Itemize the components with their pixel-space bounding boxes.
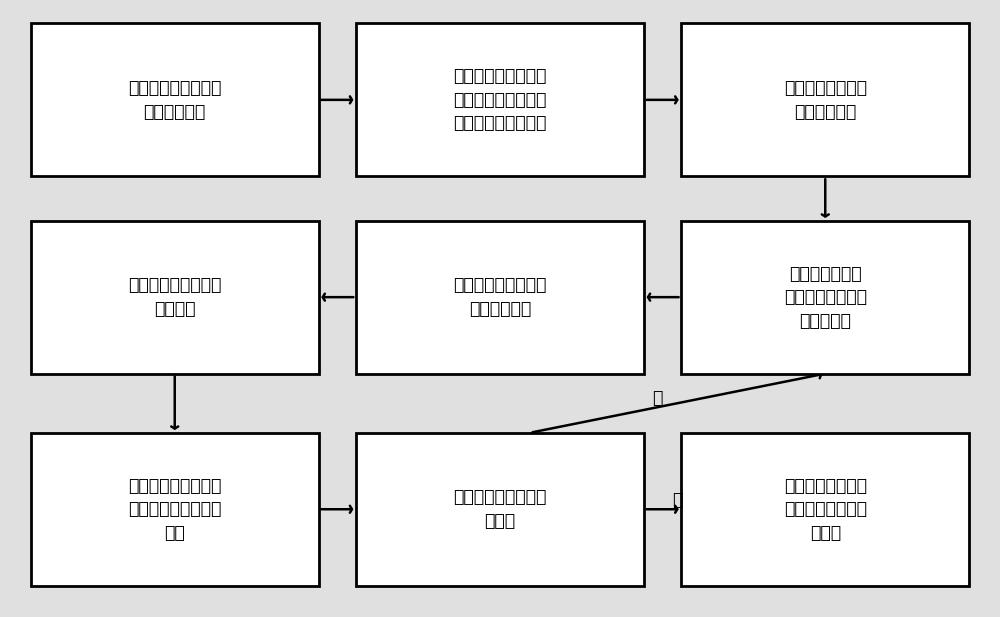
Text: 向放电区域另一端移
动探测光源到下一探
测点: 向放电区域另一端移 动探测光源到下一探 测点	[128, 477, 221, 542]
Text: 调整探测光源到放
电区域的一端: 调整探测光源到放 电区域的一端	[784, 79, 867, 121]
Text: 调整探测光源与二象
限探测器位置: 调整探测光源与二象 限探测器位置	[128, 79, 221, 121]
Bar	[681, 433, 969, 586]
Bar	[31, 433, 319, 586]
Text: 对准二象限探测
器，使得两个光敏
面读数相同: 对准二象限探测 器，使得两个光敏 面读数相同	[784, 265, 867, 329]
Bar	[356, 433, 644, 586]
Bar	[356, 221, 644, 374]
Text: 由电子密度梯度曲
线积分得到电子密
度分布: 由电子密度梯度曲 线积分得到电子密 度分布	[784, 477, 867, 542]
Text: 测量并拟合偏移位置
与两个光敏面读数比
的曲线作为测量基准: 测量并拟合偏移位置 与两个光敏面读数比 的曲线作为测量基准	[453, 67, 547, 133]
Bar	[356, 23, 644, 176]
Bar	[681, 221, 969, 374]
Text: 放电，并记录两个光
敏面的读数比: 放电，并记录两个光 敏面的读数比	[453, 276, 547, 318]
Bar	[681, 23, 969, 176]
Text: 否: 否	[652, 389, 663, 407]
Text: 是: 是	[672, 491, 683, 509]
Text: 是否到达放电区域的
另一端: 是否到达放电区域的 另一端	[453, 489, 547, 530]
Text: 计算得到该点的电子
密度梯度: 计算得到该点的电子 密度梯度	[128, 276, 221, 318]
Bar	[31, 23, 319, 176]
Bar	[31, 221, 319, 374]
